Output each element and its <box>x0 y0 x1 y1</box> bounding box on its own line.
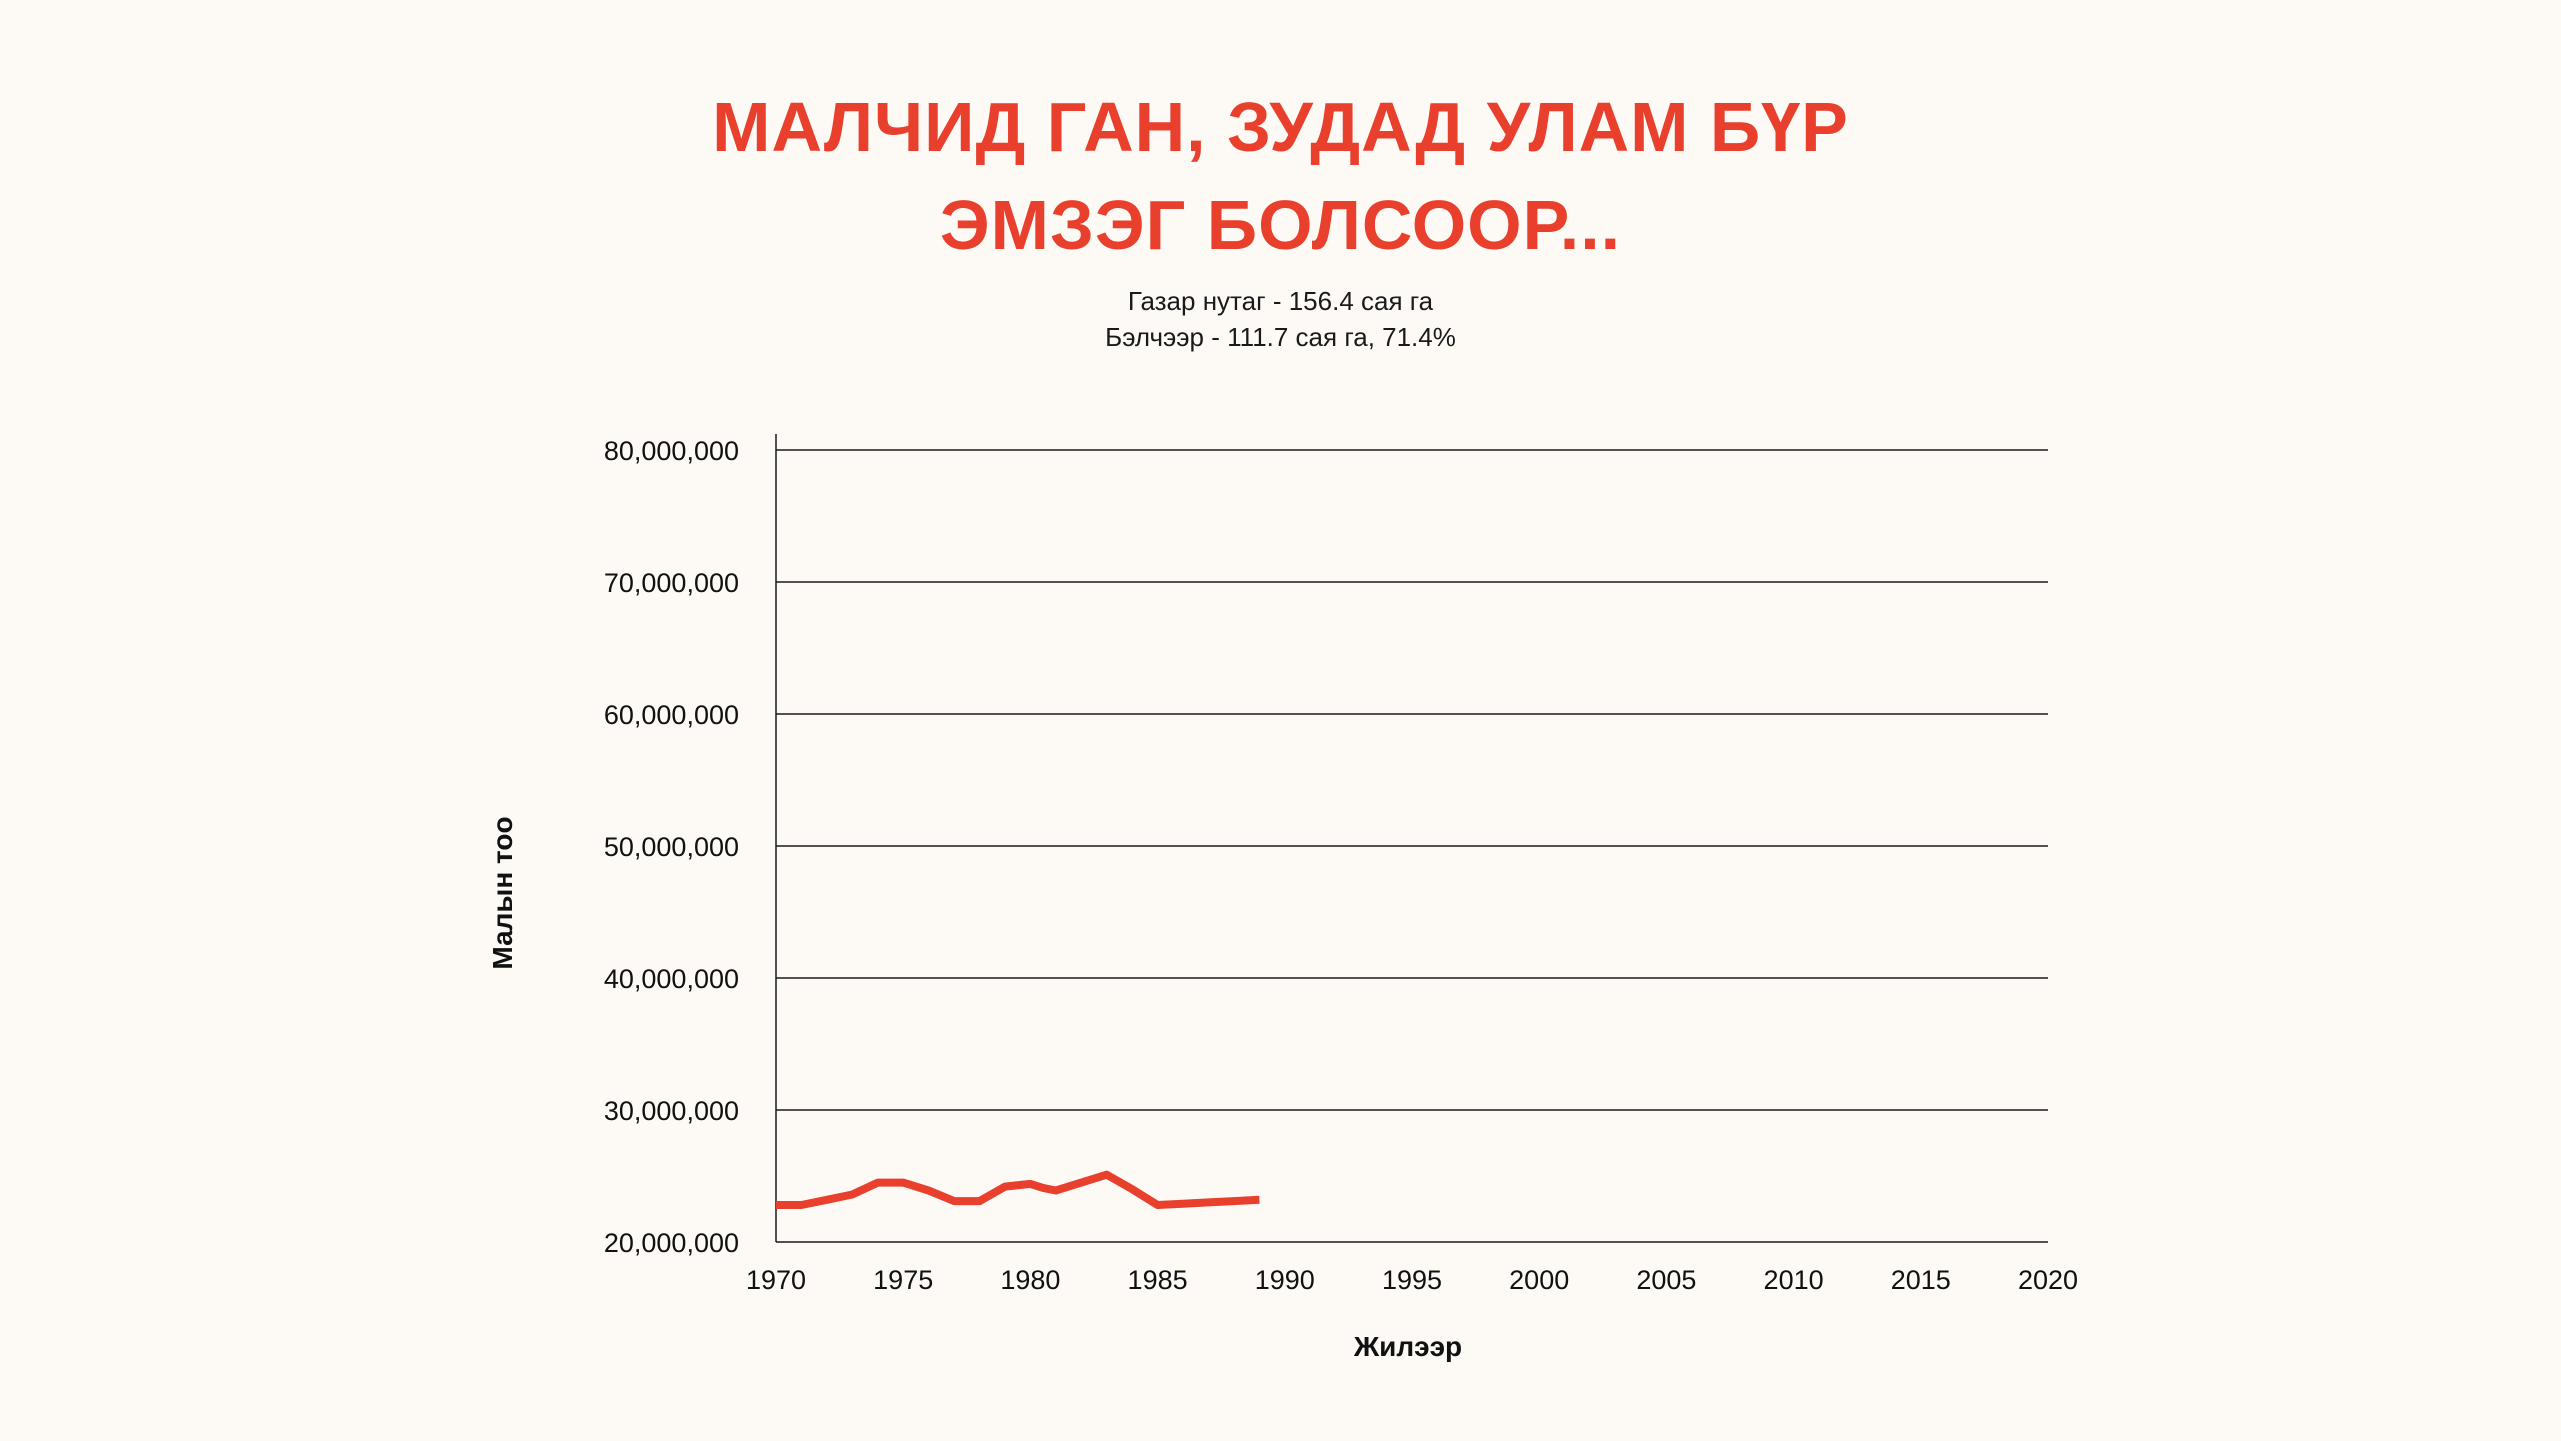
subtitle-line-pasture-area: Бэлчээр - 111.7 сая га, 71.4% <box>1105 322 1456 352</box>
x-tick-label-10: 2020 <box>2018 1265 2078 1295</box>
x-axis-title: Жилээр <box>1353 1331 1462 1362</box>
y-tick-label-2: 40,000,000 <box>604 964 739 994</box>
chart-title: МАЛЧИД ГАН, ЗУДАД УЛАМ БҮР ЭМЗЭГ БОЛСООР… <box>0 78 2561 274</box>
grid-lines <box>776 449 2048 1243</box>
y-tick-labels: 20,000,000 30,000,000 40,000,000 50,000,000… <box>604 436 739 1258</box>
y-tick-label-1: 30,000,000 <box>604 1096 739 1126</box>
series-line-0 <box>776 1170 1260 1209</box>
y-tick-label-3: 50,000,000 <box>604 832 739 862</box>
x-tick-label-1: 1975 <box>873 1265 933 1295</box>
x-tick-label-7: 2005 <box>1636 1265 1696 1295</box>
title-line-1: МАЛЧИД ГАН, ЗУДАД УЛАМ БҮР <box>712 88 1849 166</box>
y-tick-label-5: 70,000,000 <box>604 568 739 598</box>
x-tick-label-8: 2010 <box>1764 1265 1824 1295</box>
y-tick-label-0: 20,000,000 <box>604 1228 739 1258</box>
subtitle-line-land-area: Газар нутаг - 156.4 сая га <box>1127 286 1434 316</box>
y-tick-label-4: 60,000,000 <box>604 700 739 730</box>
chart-subtitle: Газар нутаг - 156.4 сая га Бэлчээр - 111… <box>0 283 2561 355</box>
x-tick-label-2: 1980 <box>1000 1265 1060 1295</box>
x-tick-label-5: 1995 <box>1382 1265 1442 1295</box>
x-tick-label-3: 1985 <box>1128 1265 1188 1295</box>
x-tick-label-0: 1970 <box>746 1265 806 1295</box>
x-tick-label-4: 1990 <box>1255 1265 1315 1295</box>
y-tick-label-6: 80,000,000 <box>604 436 739 466</box>
x-tick-labels: 1970 1975 1980 1985 1990 1995 2000 2005 2010 2015… <box>746 1265 2078 1295</box>
title-line-2: ЭМЗЭГ БОЛСООР... <box>939 186 1622 264</box>
x-tick-label-9: 2015 <box>1891 1265 1951 1295</box>
y-axis-title: Малын тоо <box>487 816 518 969</box>
x-tick-label-6: 2000 <box>1509 1265 1569 1295</box>
series-lines <box>776 1170 1260 1209</box>
